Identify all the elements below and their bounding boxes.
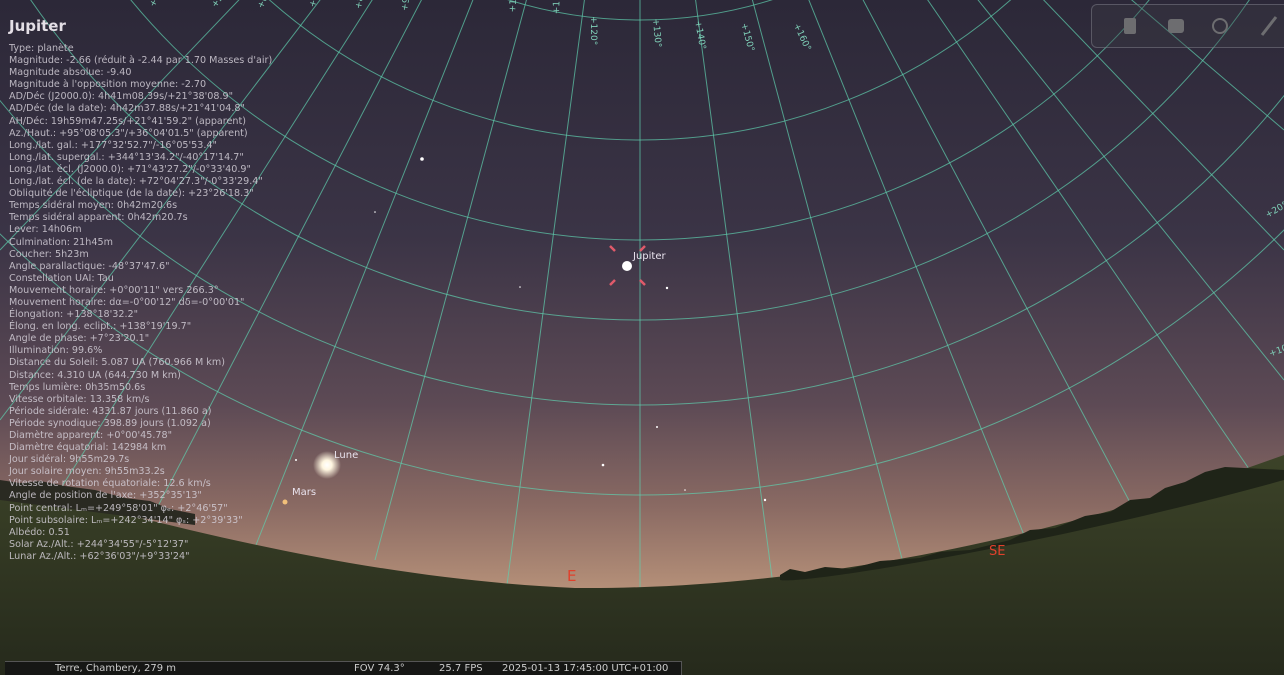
info-line: Mouvement horaire: dα=-0°00'12" dδ=-0°00… <box>9 297 272 309</box>
info-line: Lever: 14h06m <box>9 224 272 236</box>
mars[interactable] <box>283 500 288 505</box>
cardinal-label: E <box>567 567 576 585</box>
info-line: Culmination: 21h45m <box>9 237 272 249</box>
info-line: Période synodique: 398.89 jours (1.092 a… <box>9 418 272 430</box>
cardinal-label: SE <box>989 544 1005 559</box>
info-line: Solar Az./Alt.: +244°34'55"/-5°12'37" <box>9 539 272 551</box>
info-line: Vitesse orbitale: 13.358 km/s <box>9 394 272 406</box>
object-title: Jupiter <box>9 17 272 35</box>
info-line: Coucher: 5h23m <box>9 249 272 261</box>
planet-label: Mars <box>292 487 316 498</box>
grid-label: +110° <box>552 0 563 14</box>
info-line: Élongation: +138°18'32.2" <box>9 309 272 321</box>
jupiter[interactable] <box>622 261 632 271</box>
info-line: Distance du Soleil: 5.087 UA (760.966 M … <box>9 357 272 369</box>
fps: 25.7 FPS <box>439 663 483 674</box>
info-line: Temps lumière: 0h35m50.6s <box>9 382 272 394</box>
info-line: Élong. en long. eclipt.: +138°19'19.7" <box>9 321 272 333</box>
grid-label: +120° <box>588 16 598 45</box>
info-line: Mouvement horaire: +0°00'11" vers 266.3° <box>9 285 272 297</box>
datetime[interactable]: 2025-01-13 17:45:00 UTC+01:00 <box>502 663 668 674</box>
info-line: Illumination: 99.6% <box>9 345 272 357</box>
info-line: Angle de position de l'axe: +352°35'13" <box>9 490 272 502</box>
info-line: Diamètre apparent: +0°00'45.78" <box>9 430 272 442</box>
info-line: Long./lat. écl. (de la date): +72°04'27.… <box>9 176 272 188</box>
location[interactable]: Terre, Chambery, 279 m <box>55 663 176 674</box>
info-line: Jour solaire moyen: 9h55m33.2s <box>9 466 272 478</box>
info-line: Lunar Az./Alt.: +62°36'03"/+9°33'24" <box>9 551 272 563</box>
info-line: AD/Déc (de la date): 4h42m37.88s/+21°41'… <box>9 103 272 115</box>
planet-label: Lune <box>334 450 358 461</box>
info-line: Magnitude: -2.66 (réduit à -2.44 par 1.7… <box>9 55 272 67</box>
info-line: Long./lat. supergal.: +344°13'34.2"/-40°… <box>9 152 272 164</box>
info-line: AD/Déc (J2000.0): 4h41m08.39s/+21°38'08.… <box>9 91 272 103</box>
toolbar[interactable] <box>1091 4 1284 48</box>
info-line: Long./lat. gal.: +177°32'52.7"/-16°05'53… <box>9 140 272 152</box>
info-line: Angle parallactique: -48°37'47.6" <box>9 261 272 273</box>
info-line: Az./Haut.: +95°08'05.3"/+36°04'01.5" (ap… <box>9 128 272 140</box>
info-line: Jour sidéral: 9h55m29.7s <box>9 454 272 466</box>
info-line: Constellation UAI: Tau <box>9 273 272 285</box>
info-line: Diamètre équatorial: 142984 km <box>9 442 272 454</box>
info-line: Magnitude à l'opposition moyenne: -2.70 <box>9 79 272 91</box>
info-line: AH/Déc: 19h59m47.25s/+21°41'59.2" (appar… <box>9 116 272 128</box>
info-line: Point central: Lₘ=+249°58'01" φₑ: +2°46'… <box>9 503 272 515</box>
info-line: Temps sidéral apparent: 0h42m20.7s <box>9 212 272 224</box>
info-line: Magnitude absolue: -9.40 <box>9 67 272 79</box>
info-line: Temps sidéral moyen: 0h42m20.6s <box>9 200 272 212</box>
planet-label: Jupiter <box>633 251 666 262</box>
info-line: Long./lat. écl. (J2000.0): +71°43'27.2"/… <box>9 164 272 176</box>
info-line: Albédo: 0.51 <box>9 527 272 539</box>
info-line: Point subsolaire: Lₘ=+242°34'14" φₛ: +2°… <box>9 515 272 527</box>
info-line: Période sidérale: 4331.87 jours (11.860 … <box>9 406 272 418</box>
info-line: Type: planète <box>9 43 272 55</box>
info-line: Angle de phase: +7°23'20.1" <box>9 333 272 345</box>
fov: FOV 74.3° <box>354 663 405 674</box>
info-line: Distance: 4.310 UA (644.730 M km) <box>9 370 272 382</box>
info-line: Obliquité de l'écliptique (de la date): … <box>9 188 272 200</box>
stellarium-view: Jupiter Type: planèteMagnitude: -2.66 (r… <box>0 0 1284 675</box>
info-line: Vitesse de rotation équatoriale: 12.6 km… <box>9 478 272 490</box>
status-bar: Terre, Chambery, 279 m FOV 74.3° 25.7 FP… <box>5 661 682 675</box>
